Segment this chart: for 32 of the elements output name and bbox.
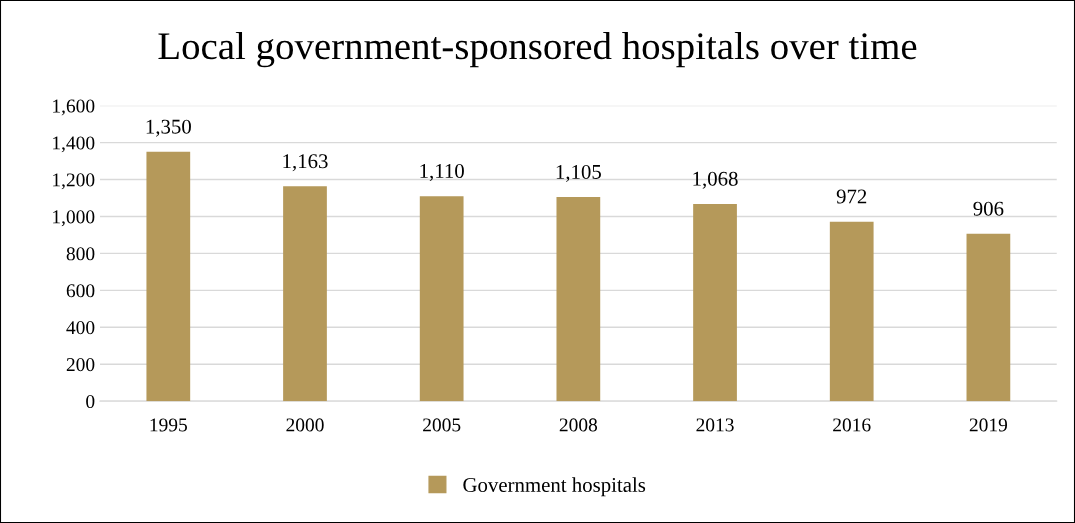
x-tick-label: 2005 — [423, 418, 461, 432]
y-tick-label: 1,200 — [53, 173, 95, 190]
x-tick-label: 2019 — [969, 418, 1008, 432]
data-label: 1,350 — [146, 119, 191, 137]
y-tick-label: 800 — [66, 247, 95, 261]
chart-title: Local government-sponsored hospitals over time — [158, 32, 917, 68]
y-tick-label: 400 — [66, 321, 95, 335]
x-tick-label: 2000 — [286, 418, 324, 432]
bar — [829, 221, 874, 402]
bar — [419, 196, 464, 402]
y-tick-label: 1,600 — [53, 99, 95, 116]
data-label: 972 — [836, 189, 867, 204]
data-label: 1,105 — [556, 164, 601, 182]
x-tick-label: 2013 — [696, 418, 734, 432]
x-tick-label: 2008 — [559, 418, 598, 432]
y-tick-label: 1,000 — [53, 210, 95, 227]
data-label: 1,110 — [420, 163, 464, 182]
y-tick-label: 600 — [66, 284, 95, 298]
data-label: 1,163 — [283, 154, 328, 172]
y-tick-label: 1,400 — [53, 136, 95, 153]
bar — [556, 197, 601, 402]
bar — [966, 233, 1011, 402]
legend-label: Government hospitals — [463, 477, 646, 497]
bar — [283, 186, 327, 402]
bar — [693, 203, 737, 402]
data-label: 906 — [973, 201, 1004, 216]
x-tick-label: 2016 — [833, 418, 871, 432]
y-tick-label: 200 — [66, 358, 95, 372]
bar — [146, 151, 191, 402]
x-tick-label: 1995 — [150, 418, 187, 432]
y-tick-label: 0 — [86, 394, 95, 409]
data-label: 1,068 — [693, 171, 738, 189]
